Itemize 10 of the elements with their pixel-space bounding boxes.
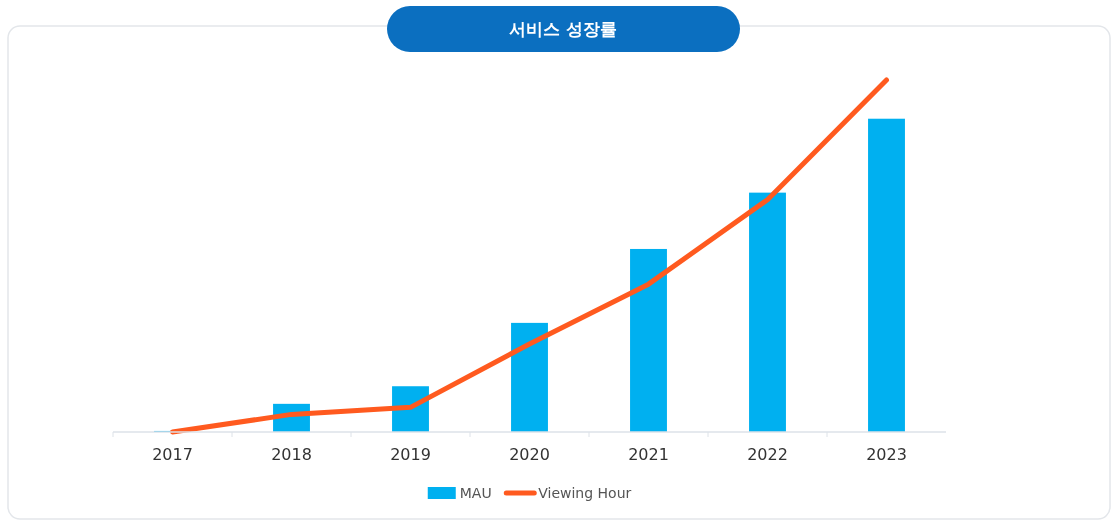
chart-title: 서비스 성장률 bbox=[509, 19, 617, 39]
x-tick-label: 2018 bbox=[271, 445, 312, 464]
x-tick-label: 2022 bbox=[747, 445, 788, 464]
legend-label: MAU bbox=[459, 485, 492, 501]
legend-label: Viewing Hour bbox=[538, 485, 632, 501]
x-tick-label: 2017 bbox=[152, 445, 193, 464]
x-tick-label: 2020 bbox=[509, 445, 550, 464]
x-tick-label: 2021 bbox=[628, 445, 669, 464]
x-tick-label: 2019 bbox=[390, 445, 431, 464]
x-tick-label: 2023 bbox=[866, 445, 907, 464]
